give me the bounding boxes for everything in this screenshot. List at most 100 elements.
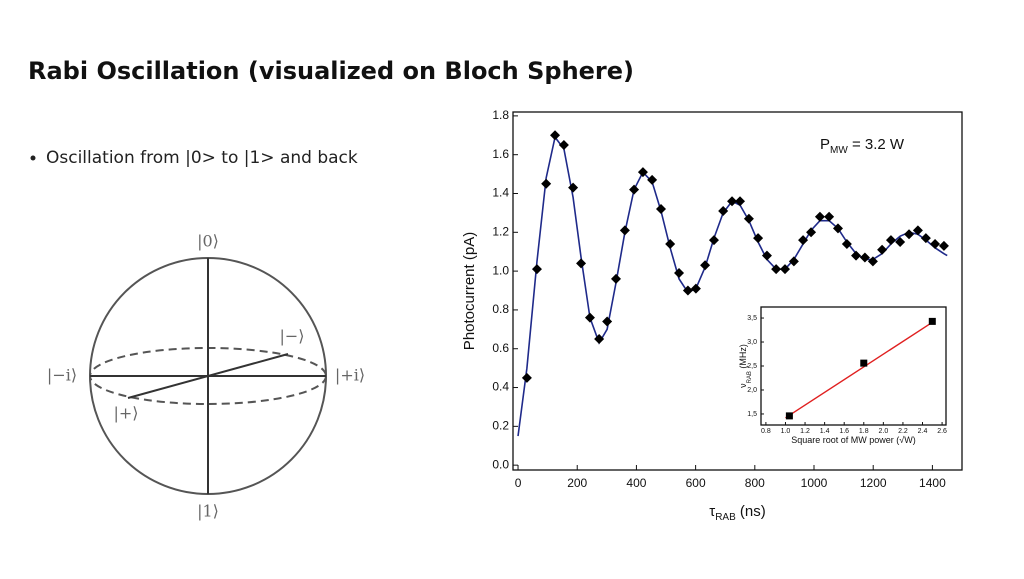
- data-point: [788, 256, 799, 267]
- x-tick-label: 200: [567, 476, 587, 490]
- data-point: [938, 240, 949, 251]
- data-point: [682, 285, 693, 296]
- x-axis-label-text: τ: [709, 503, 715, 520]
- data-point: [798, 235, 809, 246]
- data-point: [851, 250, 862, 261]
- data-point: [550, 130, 561, 141]
- data-point: [727, 196, 738, 207]
- y-axis-label: νRAB (MHz): [738, 344, 752, 388]
- x-tick-label: 1000: [801, 476, 828, 490]
- data-point: [753, 233, 764, 244]
- bloch-label: |+⟩: [113, 404, 138, 423]
- data-point: [761, 250, 772, 261]
- x-tick-label: 1.6: [839, 428, 849, 435]
- data-point: [912, 225, 923, 236]
- x-tick-label: 0.8: [761, 428, 771, 435]
- x-tick-label: 1400: [919, 476, 946, 490]
- data-point: [735, 196, 746, 207]
- bloch-label: |0⟩: [197, 232, 219, 251]
- data-point: [895, 237, 906, 248]
- data-point: [611, 273, 622, 284]
- bloch-label: |1⟩: [197, 502, 219, 521]
- y-tick-label: 1.0: [492, 263, 509, 277]
- x-tick-label: 1.8: [859, 428, 869, 435]
- data-point: [629, 184, 640, 195]
- inset-chart: 0.8 1.0 1.2 1.4 1.6 1.8 2.0 2.2 2.4 2.6 1,5 2,0 2,5 3…: [738, 306, 947, 445]
- y-tick-label: 0.8: [492, 302, 509, 316]
- data-point: [594, 334, 605, 345]
- bloch-sphere: |0⟩ |1⟩ |−i⟩ |+i⟩ |−⟩ |+⟩: [47, 232, 365, 521]
- data-point: [867, 256, 878, 267]
- charts: 0 200 400 600 800 1000 1200 1400 0.0 0.2 0.4 0.6 0.8…: [461, 108, 963, 523]
- x-tick-label: 0: [515, 476, 522, 490]
- data-point: [584, 312, 595, 323]
- data-point: [655, 204, 666, 215]
- y-tick-label: 0.0: [492, 457, 509, 471]
- fit-line: [517, 135, 948, 437]
- y-tick-label: 1.8: [492, 108, 509, 122]
- data-point: [558, 139, 569, 150]
- data-point: [877, 244, 888, 255]
- data-point: [860, 359, 868, 367]
- data-point: [780, 264, 791, 275]
- y-tick-label: 1,5: [747, 411, 757, 418]
- data-point: [531, 264, 542, 275]
- bloch-label: |−⟩: [279, 327, 304, 346]
- slide-title: Rabi Oscillation (visualized on Bloch Sp…: [28, 57, 634, 85]
- x-tick-label: 2.0: [878, 428, 888, 435]
- y-axis-label-tail: (MHz): [738, 344, 748, 371]
- annotation-tail: = 3.2 W: [848, 136, 905, 153]
- y-tick-label: 0.4: [492, 380, 509, 394]
- x-tick-label: 1.2: [800, 428, 810, 435]
- y-axis-label-sub: RAB: [747, 371, 753, 383]
- y-tick-label: 0.2: [492, 419, 509, 433]
- x-axis-label: τRAB (ns): [709, 503, 766, 523]
- annotation-sub: MW: [830, 145, 848, 156]
- x-axis-label-sub: RAB: [715, 512, 736, 523]
- data-point: [647, 174, 658, 185]
- y-tick-label: 3,5: [747, 315, 757, 322]
- data-point: [602, 316, 613, 327]
- data-point: [637, 167, 648, 178]
- x-tick-label: 2.2: [898, 428, 908, 435]
- data-point: [619, 225, 630, 236]
- data-point: [904, 229, 915, 240]
- y-tick-label: 2,5: [747, 363, 757, 370]
- y-axis-label-text: ν: [738, 383, 748, 388]
- data-point: [928, 317, 936, 325]
- y-tick-label: 2,0: [747, 387, 757, 394]
- data-point: [541, 178, 552, 189]
- y-axis-label: Photocurrent (pA): [461, 232, 478, 350]
- data-point: [785, 412, 793, 420]
- data-point: [806, 227, 817, 238]
- data-point: [771, 264, 782, 275]
- bullet-dot: [30, 155, 36, 161]
- bullet-text: Oscillation from |0> to |1> and back: [46, 148, 358, 168]
- data-point: [521, 372, 532, 383]
- data-point: [718, 205, 729, 216]
- y-tick-label: 1.2: [492, 224, 509, 238]
- data-point: [674, 268, 685, 279]
- data-point: [665, 238, 676, 249]
- bloch-label: |−i⟩: [47, 366, 77, 385]
- data-point: [576, 258, 587, 269]
- x-axis-label-tail: (ns): [736, 503, 766, 520]
- y-tick-label: 3,0: [747, 339, 757, 346]
- data-point: [920, 233, 931, 244]
- x-tick-label: 1200: [860, 476, 887, 490]
- x-tick-label: 2.6: [937, 428, 947, 435]
- data-point: [743, 213, 754, 224]
- y-tick-label: 0.6: [492, 341, 509, 355]
- x-tick-label: 2.4: [918, 428, 928, 435]
- data-point: [885, 235, 896, 246]
- fit-line: [785, 319, 936, 419]
- bloch-label: |+i⟩: [335, 366, 365, 385]
- data-point: [841, 238, 852, 249]
- x-tick-label: 800: [745, 476, 765, 490]
- plot-frame: [760, 306, 947, 426]
- data-point: [930, 238, 941, 249]
- x-axis-label-text: Square root of MW power (√W): [791, 435, 915, 445]
- y-tick-label: 1.4: [492, 186, 509, 200]
- data-point: [824, 211, 835, 222]
